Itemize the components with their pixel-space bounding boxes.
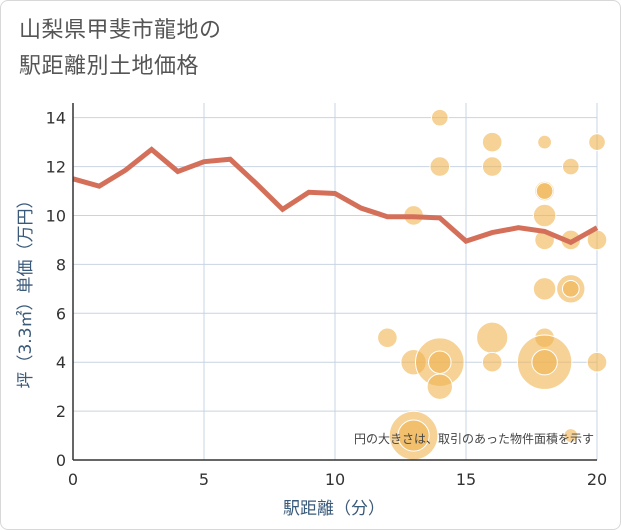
bubble-size-note: 円の大きさは、取引のあった物件面積を示す (354, 431, 594, 446)
bubble-point (429, 156, 451, 177)
price-line (72, 146, 599, 246)
bubble-point (535, 182, 554, 200)
y-tick-label: 6 (56, 304, 66, 323)
bubble-point (430, 108, 449, 127)
bubble-point (532, 277, 557, 301)
grid-lines (73, 103, 598, 460)
y-tick-label: 10 (46, 206, 66, 225)
bubble-point (377, 327, 398, 349)
x-tick-label: 20 (587, 470, 607, 489)
bubble-point (537, 134, 552, 150)
axes (72, 103, 597, 461)
x-axis-label: 駅距離（分） (283, 499, 385, 519)
bubble-series (377, 108, 608, 461)
y-axis-label: 坪（3.3㎡）単価（万円） (16, 191, 36, 388)
bubble-point (481, 131, 503, 153)
y-tick-label: 0 (56, 451, 66, 470)
bubble-point (561, 157, 580, 176)
price-line-series (72, 146, 599, 246)
bubble-point (428, 350, 452, 374)
title-line-2: 駅距離別土地価格 (19, 54, 200, 79)
y-tick-label: 8 (56, 255, 66, 274)
bubble-point (588, 133, 606, 151)
bubble-point (561, 279, 580, 298)
x-tick-label: 15 (456, 470, 476, 489)
y-tick-label: 12 (46, 158, 66, 177)
bubble-point (481, 156, 503, 177)
y-tick-label: 2 (56, 402, 66, 421)
y-tick-label: 14 (46, 109, 66, 128)
bubble-point (481, 351, 503, 373)
bubble-point (426, 373, 453, 400)
bubble-point (586, 351, 608, 373)
y-tick-label: 4 (56, 353, 66, 372)
chart-title: 山梨県甲斐市龍地の 駅距離別土地価格 (19, 13, 222, 85)
bubble-point (476, 321, 509, 354)
bubble-point (563, 428, 579, 443)
bubble-point (397, 419, 430, 452)
bubble-point (531, 348, 558, 376)
x-tick-label: 0 (68, 470, 78, 489)
x-tick-label: 5 (199, 470, 209, 489)
bubble-point (532, 203, 557, 228)
x-tick-label: 10 (325, 470, 345, 489)
title-line-1: 山梨県甲斐市龍地の (19, 18, 222, 43)
tick-labels: 0 5 10 15 20 0 2 4 6 8 10 12 14 (46, 109, 608, 489)
